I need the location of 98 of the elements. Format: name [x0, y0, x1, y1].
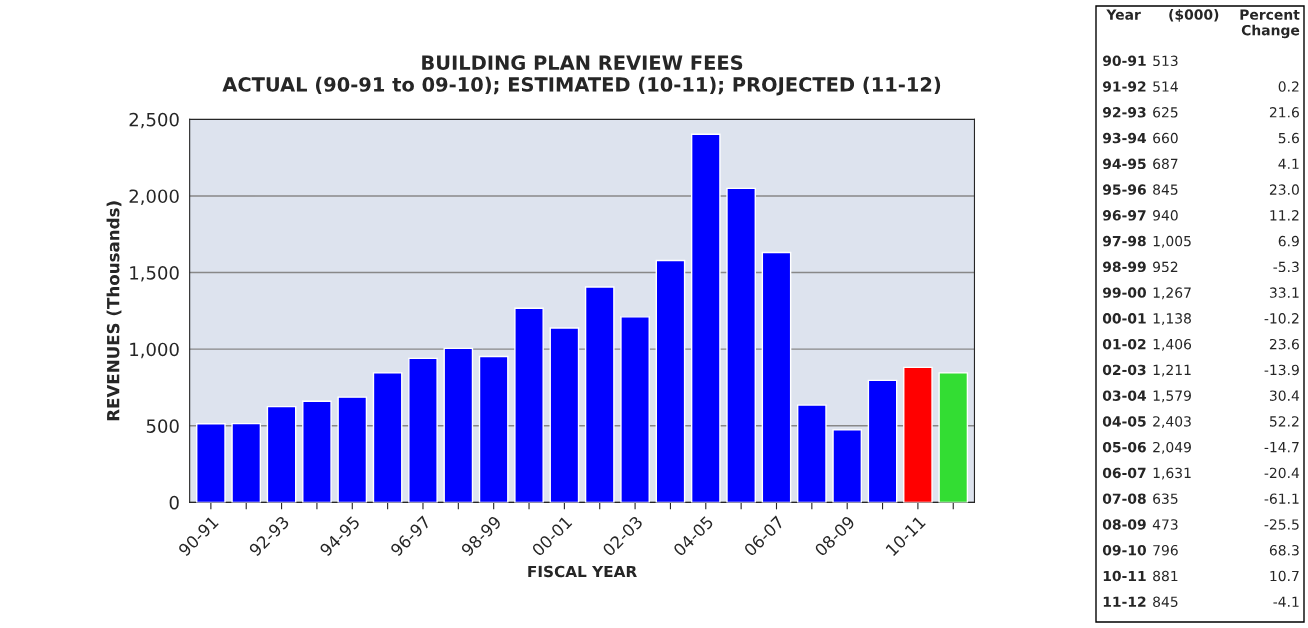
- y-axis-title: REVENUES (Thousands): [106, 201, 122, 421]
- text: 687: [1153, 158, 1178, 170]
- y-tick-label: 2,000: [129, 189, 179, 205]
- bar: [266, 405, 297, 503]
- x-axis-title: FISCAL YEAR: [528, 565, 637, 578]
- text: 1,138: [1153, 313, 1191, 326]
- text: 514: [1153, 81, 1178, 92]
- text: 6.9: [1278, 235, 1299, 247]
- text: ($000): [1169, 9, 1219, 22]
- bar: [867, 379, 898, 503]
- category-label: 01-02: [1102, 338, 1146, 350]
- bar: [938, 372, 969, 503]
- bar: [690, 133, 721, 503]
- text: 660: [1153, 132, 1178, 144]
- text: 10.7: [1270, 570, 1299, 582]
- category-label: 97-98: [1102, 235, 1146, 247]
- text: 2,403: [1153, 416, 1191, 429]
- category-label: 99-00: [1102, 287, 1146, 298]
- text: Year: [1106, 9, 1141, 20]
- bar: [549, 327, 580, 503]
- y-tick-label: 1,500: [130, 266, 179, 282]
- text: 23.6: [1269, 338, 1299, 350]
- text: 1,211: [1153, 364, 1191, 377]
- bar: [514, 307, 544, 503]
- text: 1,267: [1153, 287, 1191, 300]
- chart-title: BUILDING PLAN REVIEW FEES ACTUAL (90-91 to 09-10); ESTIMATED (10-11); PROJECTED (11-12): [222, 55, 941, 96]
- text: 52.2: [1269, 416, 1299, 427]
- category-label: 05-06: [1102, 441, 1146, 453]
- text: 635: [1153, 493, 1178, 504]
- text: 23.0: [1269, 184, 1299, 195]
- text: 796: [1153, 544, 1178, 556]
- y-tick-label: 2,500: [129, 112, 179, 129]
- category-label: 90-91: [1102, 55, 1146, 67]
- text: -4.1: [1273, 596, 1299, 607]
- category-label: 93-94: [1102, 132, 1147, 144]
- category-label: 04-05: [1102, 416, 1146, 427]
- bar: [584, 286, 615, 503]
- category-label: 00-01: [1102, 313, 1146, 324]
- category-label: 03-04: [1102, 390, 1147, 401]
- bar: [372, 372, 403, 503]
- category-label: 06-07: [1102, 467, 1146, 479]
- text: 21.6: [1269, 107, 1299, 118]
- category-label: 11-12: [1103, 596, 1146, 607]
- text: 513: [1153, 55, 1178, 67]
- category-label: 10-11: [1103, 570, 1146, 582]
- text: 4.1: [1278, 158, 1299, 169]
- bar: [478, 355, 509, 503]
- text: 952: [1153, 261, 1178, 273]
- category-label: 07-08: [1102, 493, 1146, 504]
- text: 940: [1153, 210, 1178, 221]
- text: 30.4: [1269, 390, 1300, 401]
- text: -25.5: [1264, 519, 1299, 530]
- category-label: 92-93: [1102, 107, 1146, 118]
- bar: [903, 366, 933, 503]
- y-tick-label: 0: [169, 495, 179, 510]
- text: 1,005: [1153, 235, 1191, 248]
- bar: [337, 396, 368, 503]
- text: 2,049: [1153, 441, 1191, 454]
- category-label: 95-96: [1102, 184, 1146, 195]
- text: -13.9: [1264, 364, 1299, 376]
- y-tick-label: 1,000: [130, 342, 179, 359]
- bar: [443, 347, 474, 503]
- bar: [620, 316, 650, 503]
- text: Percent Change: [1240, 9, 1300, 39]
- text: 881: [1153, 570, 1178, 582]
- bar: [761, 251, 792, 503]
- text: 845: [1153, 596, 1178, 607]
- text: -5.3: [1273, 261, 1299, 273]
- text: 625: [1153, 107, 1178, 118]
- text: 473: [1152, 519, 1178, 530]
- bar: [196, 423, 226, 503]
- category-label: 09-10: [1102, 544, 1146, 556]
- text: 1,579: [1153, 390, 1191, 403]
- bar: [797, 404, 827, 503]
- bar: [832, 429, 863, 503]
- bar: [302, 400, 332, 503]
- category-label: 91-92: [1102, 81, 1146, 92]
- text: 68.3: [1269, 544, 1299, 556]
- bar: [408, 357, 438, 503]
- category-label: 02-03: [1102, 364, 1146, 376]
- y-tick-label: 500: [146, 419, 179, 433]
- text: -10.2: [1264, 313, 1299, 324]
- bar: [726, 187, 756, 503]
- bar: [231, 422, 262, 503]
- text: 0.2: [1278, 81, 1299, 92]
- category-label: 98-99: [1102, 261, 1146, 273]
- text: 11.2: [1270, 210, 1299, 221]
- text: 5.6: [1278, 132, 1299, 144]
- category-label: 94-95: [1102, 158, 1146, 170]
- text: -14.7: [1264, 442, 1299, 453]
- text: 1,406: [1153, 338, 1192, 351]
- text: 1,631: [1153, 467, 1191, 480]
- bar: [655, 259, 686, 503]
- text: -20.4: [1264, 467, 1300, 479]
- text: -61.1: [1264, 493, 1299, 504]
- text: 33.1: [1269, 287, 1299, 298]
- text: 845: [1153, 184, 1178, 195]
- category-label: 96-97: [1102, 210, 1146, 221]
